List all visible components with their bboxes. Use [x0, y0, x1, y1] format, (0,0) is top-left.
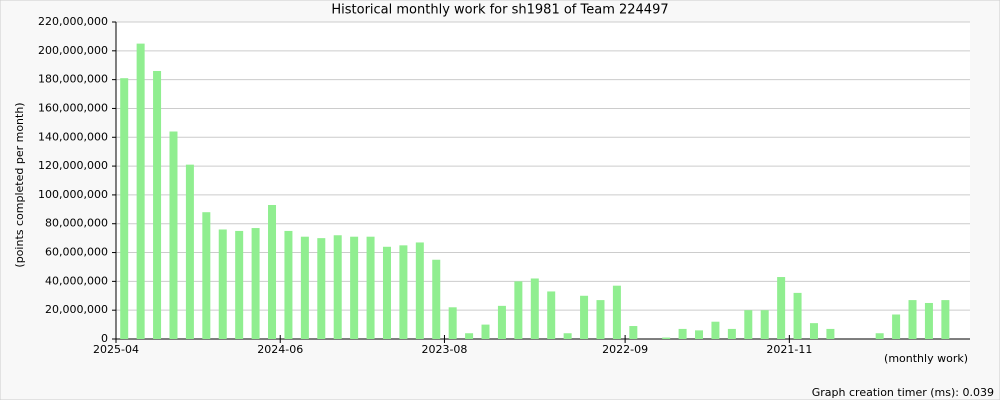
- bar: [448, 307, 457, 339]
- bar: [908, 300, 917, 339]
- y-tick-label: 120,000,000: [38, 159, 108, 172]
- bar: [530, 278, 539, 339]
- bar: [235, 230, 244, 339]
- bar: [695, 330, 704, 339]
- y-tick-label: 140,000,000: [38, 130, 108, 143]
- bar: [580, 295, 589, 339]
- bar: [481, 324, 490, 339]
- y-tick-label: 220,000,000: [38, 15, 108, 28]
- bar: [777, 277, 786, 339]
- bar: [366, 236, 375, 339]
- y-tick-label: 80,000,000: [45, 217, 108, 230]
- x-tick-label: 2025-04: [93, 343, 139, 356]
- plot-area: [116, 22, 970, 339]
- bar: [202, 212, 211, 339]
- bar: [169, 131, 178, 339]
- bar: [612, 285, 621, 339]
- bar: [432, 259, 441, 339]
- x-tick-label: 2022-09: [602, 343, 648, 356]
- y-tick-label: 180,000,000: [38, 73, 108, 86]
- bar: [892, 314, 901, 339]
- x-tick-label: 2023-08: [421, 343, 467, 356]
- bar: [382, 246, 391, 339]
- bar: [826, 328, 835, 339]
- bar: [678, 328, 687, 339]
- bar: [875, 333, 884, 339]
- bar: [218, 229, 227, 339]
- bar: [350, 236, 359, 339]
- chart-title: Historical monthly work for sh1981 of Te…: [331, 3, 668, 18]
- y-tick-label: 200,000,000: [38, 44, 108, 57]
- bar: [153, 70, 162, 339]
- bar: [809, 323, 818, 339]
- bar: [727, 328, 736, 339]
- bar: [465, 333, 474, 339]
- bar: [136, 43, 145, 339]
- y-axis-label: (points completed per month): [13, 102, 26, 267]
- footer: Graph creation timer (ms): 0.039: [812, 386, 994, 399]
- bar: [514, 281, 523, 339]
- bar: [251, 228, 260, 339]
- bar: [760, 310, 769, 339]
- bar: [120, 78, 129, 339]
- y-tick-label: 40,000,000: [45, 274, 108, 287]
- x-tick-label: 2021-11: [766, 343, 812, 356]
- bar: [547, 291, 556, 339]
- y-tick-label: 0: [101, 332, 108, 345]
- bar: [744, 310, 753, 339]
- bar: [284, 230, 293, 339]
- bar: [268, 204, 277, 339]
- bar: [629, 326, 638, 339]
- bar: [300, 236, 309, 339]
- bar: [563, 333, 572, 339]
- x-axis-label: (monthly work): [884, 352, 968, 365]
- bar: [941, 300, 950, 339]
- y-tick-label: 20,000,000: [45, 303, 108, 316]
- y-tick-label: 160,000,000: [38, 101, 108, 114]
- y-tick-label: 60,000,000: [45, 246, 108, 259]
- bar: [711, 321, 720, 339]
- y-tick-label: 100,000,000: [38, 188, 108, 201]
- bar: [497, 305, 506, 339]
- bar: [399, 245, 408, 339]
- bar: [185, 164, 194, 339]
- bar: [317, 238, 326, 339]
- bar: [415, 242, 424, 339]
- bar: [662, 337, 671, 339]
- bar: [333, 235, 342, 339]
- bar: [793, 292, 802, 339]
- bar: [596, 300, 605, 339]
- x-tick-label: 2024-06: [257, 343, 303, 356]
- bar: [924, 302, 933, 339]
